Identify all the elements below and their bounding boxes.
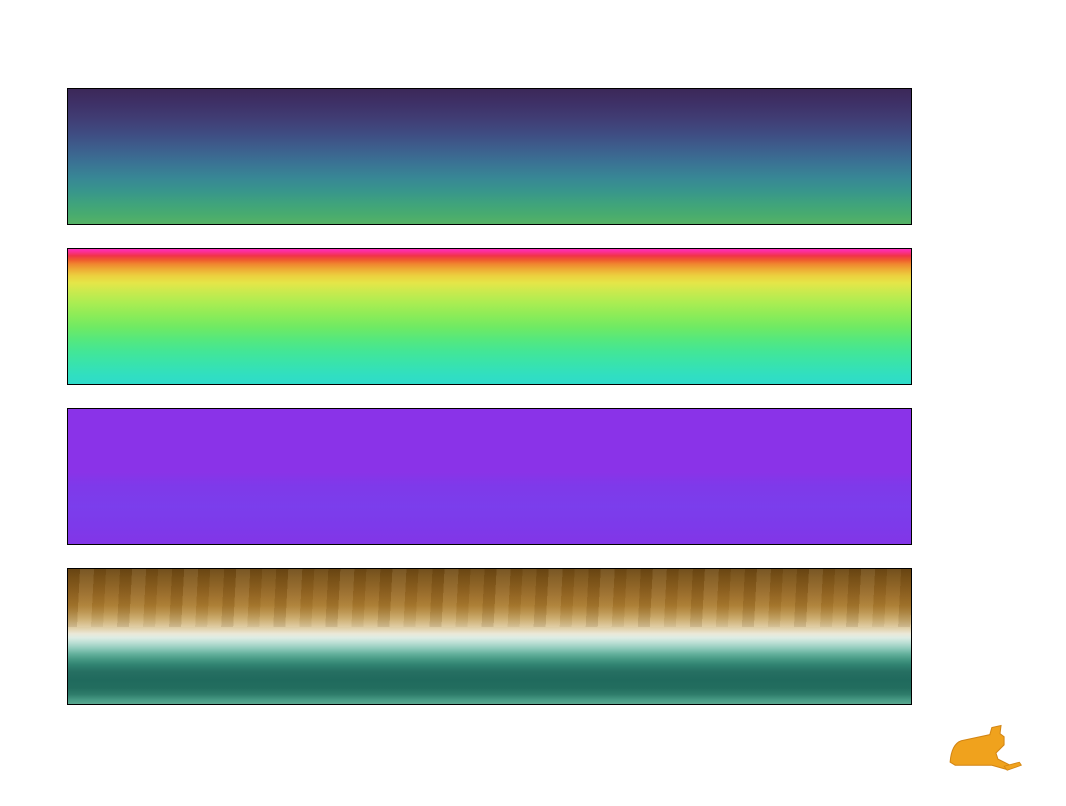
theta-colorbar [953,248,971,385]
temperature-contour-overlay [68,89,911,224]
x-axis [0,711,1066,733]
temperature-colorbar [953,88,971,225]
nys-mesonet-logo [944,714,1056,796]
nys-mesonet-logo-graphic [949,724,1023,771]
liquid-colorbar [953,408,971,545]
long-island-shape [1003,761,1023,771]
theta-contour-overlay [68,249,911,384]
temperature-heatmap [67,88,912,225]
rh-contour-overlay [68,569,911,704]
panel-row-theta [0,248,1066,385]
rh-colorbar [953,568,971,705]
rh-heatmap [67,568,912,705]
panel-row-liquid [0,408,1066,545]
panel-row-temperature [0,88,1066,225]
theta-heatmap [67,248,912,385]
liquid-contour-overlay [68,409,911,544]
liquid-heatmap [67,408,912,545]
panel-row-rh [0,568,1066,705]
ny-state-shape [949,724,1012,770]
